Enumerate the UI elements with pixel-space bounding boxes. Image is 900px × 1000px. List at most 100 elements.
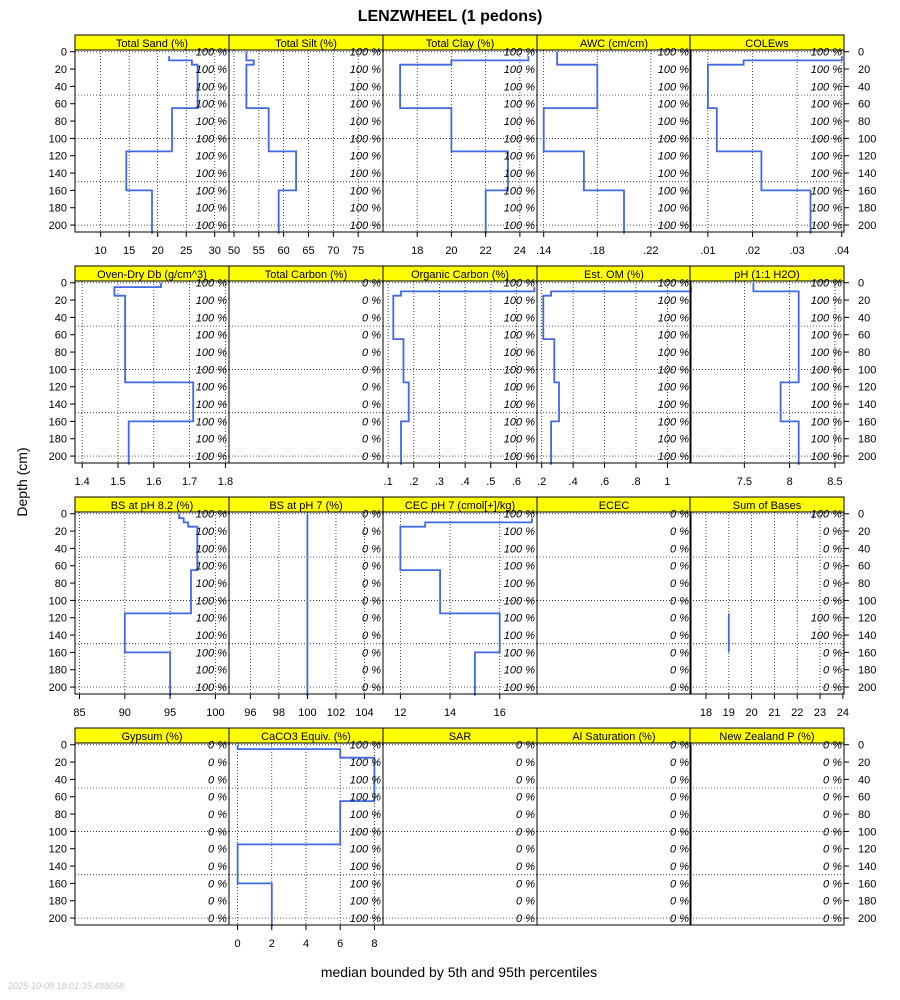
x-tick-label: 70 (327, 245, 339, 257)
x-tick-label: 1.4 (75, 476, 90, 488)
percent-label: 0 % (516, 896, 535, 908)
y-tick-label: 60 (858, 330, 870, 342)
percent-label: 0 % (516, 774, 535, 786)
percent-label: 0 % (823, 647, 842, 659)
y-tick-label: 200 (858, 682, 876, 694)
percent-label: 0 % (362, 526, 381, 538)
panel: ECEC 0 % 0 % 0 % 0 % 0 % 0 % 0 % 0 % 0 % 0 % 0 % (536, 496, 692, 695)
percent-label: 0 % (823, 774, 842, 786)
percent-label: 100 % (504, 312, 535, 324)
percent-label: 100 % (811, 99, 842, 111)
percent-label: 0 % (516, 861, 535, 873)
y-tick-label: 20 (55, 757, 67, 769)
percent-label: 100 % (504, 47, 535, 59)
x-tick-label: 2 (269, 938, 275, 950)
percent-label: 100 % (811, 630, 842, 642)
percent-label: 100 % (658, 185, 689, 197)
percent-label: 100 % (658, 81, 689, 93)
percent-label: 0 % (670, 740, 689, 752)
percent-label: 0 % (208, 913, 227, 925)
percent-label: 100 % (811, 382, 842, 394)
y-tick-label: 60 (858, 99, 870, 111)
x-tick-label: 19 (723, 707, 735, 719)
percent-label: 100 % (504, 203, 535, 215)
y-tick-label: 60 (858, 792, 870, 804)
x-tick-label: 8 (787, 476, 793, 488)
percent-label: 0 % (670, 613, 689, 625)
series-line (123, 513, 199, 696)
percent-label: 0 % (670, 647, 689, 659)
x-tick-label: 100 (206, 707, 224, 719)
percent-label: 0 % (516, 740, 535, 752)
percent-label: 100 % (350, 203, 381, 215)
y-tick-label: 0 (858, 47, 864, 59)
percent-label: 100 % (504, 526, 535, 538)
percent-label: 100 % (658, 220, 689, 232)
percent-label: 100 % (350, 792, 381, 804)
x-tick-label: 95 (164, 707, 176, 719)
x-tick-label: 65 (302, 245, 314, 257)
series-line (236, 744, 376, 927)
panel-title: Total Silt (%) (275, 38, 337, 50)
panel-border (689, 49, 845, 233)
percent-label: 100 % (196, 151, 227, 163)
x-tick-label: .1 (384, 476, 393, 488)
x-tick-label: .22 (643, 245, 658, 257)
percent-label: 100 % (658, 168, 689, 180)
percent-label: 100 % (350, 99, 381, 111)
percent-label: 100 % (504, 434, 535, 446)
percent-label: 0 % (823, 809, 842, 821)
x-tick-label: .2 (537, 476, 546, 488)
percent-label: 100 % (350, 116, 381, 128)
panel-border (382, 742, 538, 926)
x-tick-label: .04 (834, 245, 849, 257)
y-tick-label: 140 (858, 861, 876, 873)
percent-label: 100 % (196, 382, 227, 394)
x-tick-label: 90 (119, 707, 131, 719)
x-tick-label: 1.6 (146, 476, 161, 488)
y-tick-label: 40 (55, 312, 67, 324)
y-tick-label: 120 (49, 844, 67, 856)
percent-label: 100 % (504, 295, 535, 307)
percent-label: 100 % (504, 220, 535, 232)
percent-label: 100 % (196, 451, 227, 463)
percent-label: 100 % (504, 382, 535, 394)
percent-label: 100 % (658, 47, 689, 59)
percent-label: 100 % (350, 64, 381, 76)
percent-label: 0 % (362, 630, 381, 642)
y-tick-label: 40 (55, 774, 67, 786)
percent-label: 100 % (504, 451, 535, 463)
y-tick-label: 80 (858, 809, 870, 821)
percent-label: 0 % (823, 913, 842, 925)
percent-label: 0 % (670, 543, 689, 555)
percent-label: 100 % (811, 278, 842, 290)
panel: SAR 0 % 0 % 0 % 0 % 0 % 0 % 0 % 0 % 0 % 0 % 0 % (382, 727, 538, 926)
percent-label: 0 % (362, 451, 381, 463)
percent-label: 0 % (823, 665, 842, 677)
y-tick-label: 40 (55, 81, 67, 93)
y-tick-label: 20 (858, 295, 870, 307)
panel: Gypsum (%) 0 % 0 % 0 % 0 % 0 % 0 % 0 % 0 % 0 % 0 %… (49, 727, 230, 926)
percent-label: 0 % (362, 278, 381, 290)
percent-label: 100 % (196, 116, 227, 128)
y-tick-label: 160 (49, 878, 67, 890)
y-tick-label: 80 (55, 578, 67, 590)
x-tick-label: 25 (180, 245, 192, 257)
percent-label: 100 % (196, 364, 227, 376)
y-tick-label: 80 (858, 347, 870, 359)
x-tick-label: 55 (253, 245, 265, 257)
y-tick-label: 20 (858, 526, 870, 538)
y-tick-label: 0 (61, 278, 67, 290)
percent-label: 0 % (670, 595, 689, 607)
percent-label: 100 % (658, 382, 689, 394)
percent-label: 100 % (196, 595, 227, 607)
percent-label: 0 % (516, 792, 535, 804)
y-tick-label: 120 (49, 613, 67, 625)
series-line (125, 56, 199, 234)
percent-label: 0 % (362, 382, 381, 394)
percent-label: 100 % (504, 364, 535, 376)
percent-label: 0 % (823, 757, 842, 769)
percent-label: 0 % (208, 757, 227, 769)
y-tick-label: 120 (858, 382, 876, 394)
percent-label: 100 % (658, 116, 689, 128)
